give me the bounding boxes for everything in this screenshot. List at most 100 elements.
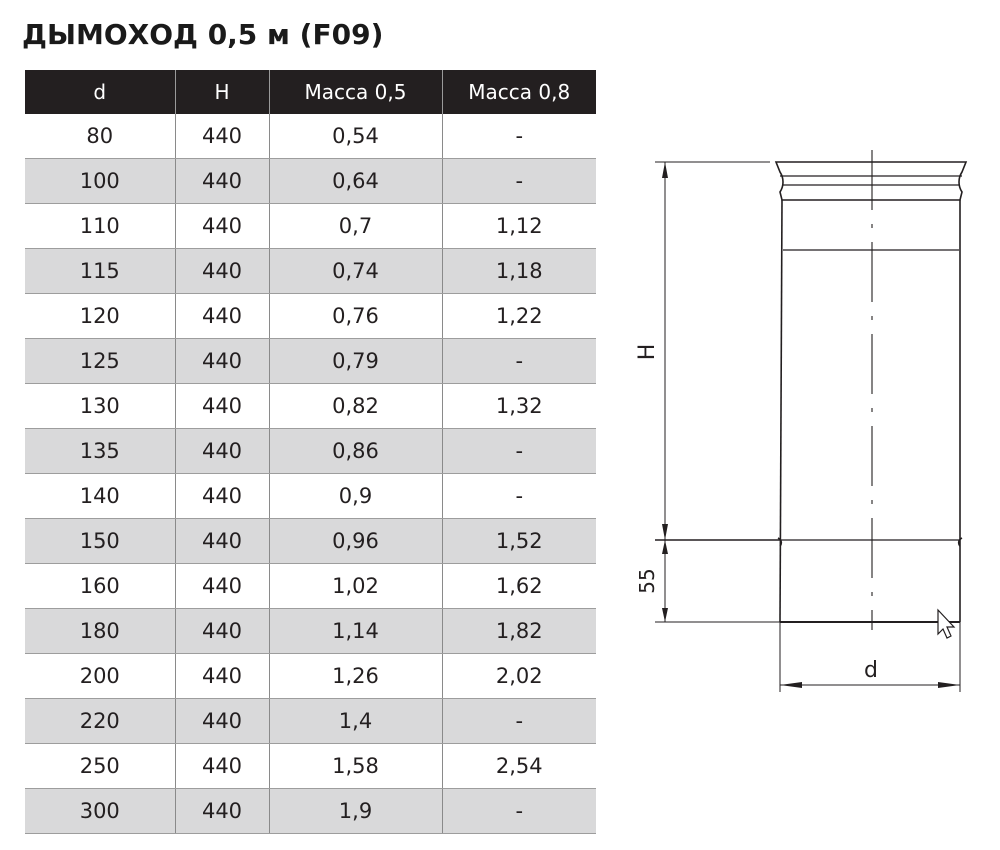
table-cell: 110 bbox=[25, 203, 176, 249]
table-row: 250 440 1,58 2,54 bbox=[25, 743, 596, 789]
table-cell: 1,4 bbox=[269, 698, 443, 744]
table-cell: 440 bbox=[175, 518, 270, 564]
table-cell: 440 bbox=[175, 428, 270, 474]
table-cell: - bbox=[442, 698, 596, 744]
table-cell: 1,62 bbox=[442, 563, 596, 609]
table-cell: - bbox=[442, 158, 596, 204]
table-cell: 1,58 bbox=[269, 743, 443, 789]
table-cell: 200 bbox=[25, 653, 176, 699]
table-cell: 440 bbox=[175, 608, 270, 654]
table-cell: 1,32 bbox=[442, 383, 596, 429]
table-row: 200 440 1,26 2,02 bbox=[25, 653, 596, 699]
table-row: 130 440 0,82 1,32 bbox=[25, 383, 596, 429]
table-cell: 440 bbox=[175, 114, 270, 159]
dim-h-arrow-top bbox=[662, 162, 668, 178]
chimney-pipe-drawing: H 55 d bbox=[635, 150, 968, 692]
table-cell: 100 bbox=[25, 158, 176, 204]
table-cell: 1,12 bbox=[442, 203, 596, 249]
table-cell: 150 bbox=[25, 518, 176, 564]
spec-table: d H Масса 0,5 Масса 0,8 80 440 0,54-100 440… bbox=[25, 70, 596, 834]
table-cell: 440 bbox=[175, 203, 270, 249]
table-cell: 160 bbox=[25, 563, 176, 609]
table-row: 125 440 0,79- bbox=[25, 338, 596, 384]
table-cell: - bbox=[442, 338, 596, 384]
table-cell: 1,22 bbox=[442, 293, 596, 339]
table-cell: - bbox=[442, 428, 596, 474]
table-row: 110 440 0,7 1,12 bbox=[25, 203, 596, 249]
table-cell: 125 bbox=[25, 338, 176, 384]
pipe-collar bbox=[774, 161, 968, 201]
table-header-row: d H Масса 0,5 Масса 0,8 bbox=[25, 70, 596, 114]
table-cell: 300 bbox=[25, 788, 176, 834]
table-row: 160 440 1,02 1,62 bbox=[25, 563, 596, 609]
mouse-cursor-icon bbox=[937, 608, 956, 639]
table-cell: 440 bbox=[175, 338, 270, 384]
dim-55-arrow-bottom bbox=[662, 608, 668, 622]
table-row: 115 440 0,74 1,18 bbox=[25, 248, 596, 294]
pipe-left-wall bbox=[779, 199, 783, 623]
table-cell: 0,54 bbox=[269, 114, 443, 159]
table-row: 180 440 1,14 1,82 bbox=[25, 608, 596, 654]
table-cell: 440 bbox=[175, 698, 270, 744]
column-header-h: H bbox=[175, 70, 270, 114]
table-cell: 1,14 bbox=[269, 608, 443, 654]
dimension-label-55: 55 bbox=[635, 568, 659, 593]
table-cell: 80 bbox=[25, 114, 176, 159]
table-cell: 250 bbox=[25, 743, 176, 789]
table-cell: 120 bbox=[25, 293, 176, 339]
dim-55-arrow-top bbox=[662, 540, 668, 554]
table-cell: - bbox=[442, 788, 596, 834]
table-cell: - bbox=[442, 473, 596, 519]
table-cell: 440 bbox=[175, 788, 270, 834]
table-body: 80 440 0,54-100 440 0,64-110 440 0,7 1,12 115 440… bbox=[25, 114, 596, 834]
table-cell: 135 bbox=[25, 428, 176, 474]
dimension-label-h: H bbox=[635, 344, 660, 361]
table-cell: 0,86 bbox=[269, 428, 443, 474]
dim-h-arrow-bottom bbox=[662, 524, 668, 540]
table-cell: 115 bbox=[25, 248, 176, 294]
table-cell: 440 bbox=[175, 293, 270, 339]
column-header-mass-08: Масса 0,8 bbox=[442, 70, 596, 114]
table-row: 100 440 0,64- bbox=[25, 158, 596, 204]
table-cell: 440 bbox=[175, 653, 270, 699]
table-cell: 130 bbox=[25, 383, 176, 429]
pipe-socket-step bbox=[777, 537, 963, 547]
column-header-d: d bbox=[25, 70, 176, 114]
table-cell: 1,9 bbox=[269, 788, 443, 834]
table-cell: 440 bbox=[175, 158, 270, 204]
table-cell: 440 bbox=[175, 248, 270, 294]
dim-d-arrow-right bbox=[938, 682, 960, 688]
table-cell: 1,02 bbox=[269, 563, 443, 609]
table-cell: 0,96 bbox=[269, 518, 443, 564]
table-cell: 180 bbox=[25, 608, 176, 654]
table-cell: - bbox=[442, 114, 596, 159]
table-cell: 1,52 bbox=[442, 518, 596, 564]
table-cell: 0,76 bbox=[269, 293, 443, 339]
table-cell: 0,82 bbox=[269, 383, 443, 429]
dimension-label-d: d bbox=[864, 658, 878, 683]
table-row: 300 440 1,9- bbox=[25, 788, 596, 834]
table-cell: 2,54 bbox=[442, 743, 596, 789]
table-cell: 0,64 bbox=[269, 158, 443, 204]
table-cell: 440 bbox=[175, 383, 270, 429]
table-row: 135 440 0,86- bbox=[25, 428, 596, 474]
table-row: 80 440 0,54- bbox=[25, 114, 596, 159]
table-row: 140 440 0,9- bbox=[25, 473, 596, 519]
table-cell: 0,74 bbox=[269, 248, 443, 294]
table-row: 220 440 1,4- bbox=[25, 698, 596, 744]
table-cell: 1,18 bbox=[442, 248, 596, 294]
table-cell: 140 bbox=[25, 473, 176, 519]
table-row: 120 440 0,76 1,22 bbox=[25, 293, 596, 339]
table-cell: 0,79 bbox=[269, 338, 443, 384]
table-cell: 440 bbox=[175, 743, 270, 789]
table-cell: 1,26 bbox=[269, 653, 443, 699]
table-row: 150 440 0,96 1,52 bbox=[25, 518, 596, 564]
table-cell: 0,9 bbox=[269, 473, 443, 519]
table-cell: 220 bbox=[25, 698, 176, 744]
column-header-mass-05: Масса 0,5 bbox=[269, 70, 443, 114]
table-cell: 1,82 bbox=[442, 608, 596, 654]
table-cell: 2,02 bbox=[442, 653, 596, 699]
table-cell: 440 bbox=[175, 563, 270, 609]
table-cell: 0,7 bbox=[269, 203, 443, 249]
dim-d-arrow-left bbox=[780, 682, 802, 688]
